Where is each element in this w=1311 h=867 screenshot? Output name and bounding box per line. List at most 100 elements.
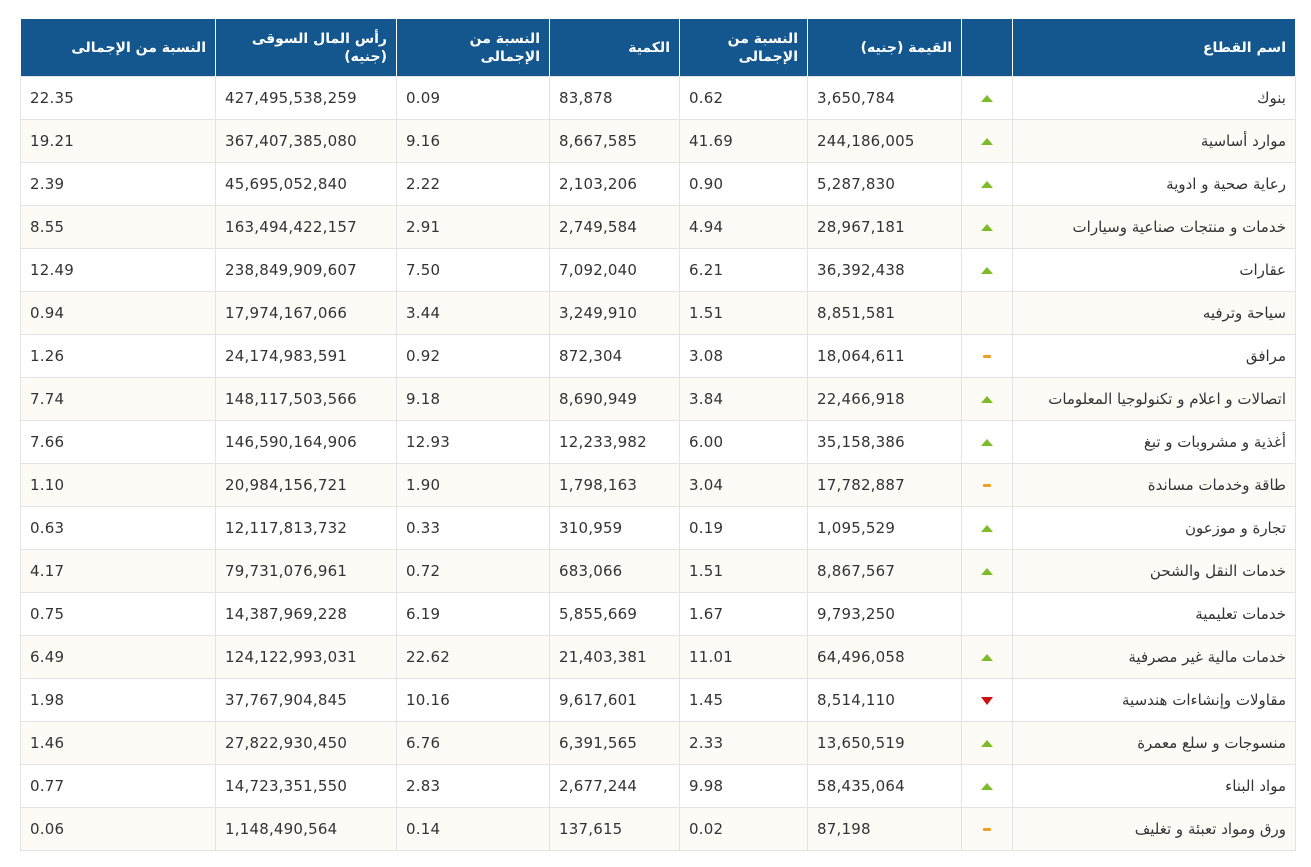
cell-market-cap: 14,387,969,228 bbox=[215, 592, 397, 636]
cell-market-cap-pct: 6.49 bbox=[20, 635, 216, 679]
up-arrow-icon bbox=[981, 740, 993, 747]
cell-quantity-pct: 0.72 bbox=[396, 549, 550, 593]
cell-sector: مواد البناء bbox=[1012, 764, 1296, 808]
cell-market-cap-pct: 12.49 bbox=[20, 248, 216, 292]
cell-value: 8,867,567 bbox=[807, 549, 962, 593]
sector-trading-table: اسم القطاع القيمة (جنيه) النسبة من الإجم… bbox=[20, 19, 1296, 851]
cell-sector: موارد أساسية bbox=[1012, 119, 1296, 163]
cell-sector: منسوجات و سلع معمرة bbox=[1012, 721, 1296, 765]
cell-quantity: 5,855,669 bbox=[549, 592, 680, 636]
cell-trend bbox=[961, 635, 1013, 679]
cell-quantity: 683,066 bbox=[549, 549, 680, 593]
up-arrow-icon bbox=[981, 654, 993, 661]
cell-value-pct: 2.33 bbox=[679, 721, 808, 765]
up-arrow-icon bbox=[981, 95, 993, 102]
cell-quantity: 3,249,910 bbox=[549, 291, 680, 335]
cell-market-cap: 45,695,052,840 bbox=[215, 162, 397, 206]
header-sector: اسم القطاع bbox=[1012, 19, 1296, 77]
cell-quantity-pct: 6.76 bbox=[396, 721, 550, 765]
cell-quantity-pct: 2.22 bbox=[396, 162, 550, 206]
cell-value: 13,650,519 bbox=[807, 721, 962, 765]
table-row: بنوك 3,650,784 0.62 83,878 0.09 427,495,538,2… bbox=[20, 76, 1296, 120]
cell-value: 1,095,529 bbox=[807, 506, 962, 550]
cell-value-pct: 1.51 bbox=[679, 291, 808, 335]
cell-quantity: 137,615 bbox=[549, 807, 680, 851]
cell-market-cap-pct: 8.55 bbox=[20, 205, 216, 249]
cell-quantity-pct: 2.91 bbox=[396, 205, 550, 249]
unchanged-dash-icon bbox=[983, 828, 991, 831]
cell-value-pct: 3.84 bbox=[679, 377, 808, 421]
cell-market-cap-pct: 0.77 bbox=[20, 764, 216, 808]
cell-sector: رعاية صحية و ادوية bbox=[1012, 162, 1296, 206]
table-row: منسوجات و سلع معمرة 13,650,519 2.33 6,391,5… bbox=[20, 721, 1296, 765]
cell-value: 36,392,438 bbox=[807, 248, 962, 292]
table-row: خدمات مالية غير مصرفية 64,496,058 11.01 21,… bbox=[20, 635, 1296, 679]
table-row: مقاولات وإنشاءات هندسية 8,514,110 1.45 9,61… bbox=[20, 678, 1296, 722]
cell-quantity: 2,749,584 bbox=[549, 205, 680, 249]
cell-market-cap: 14,723,351,550 bbox=[215, 764, 397, 808]
cell-quantity: 2,677,244 bbox=[549, 764, 680, 808]
cell-market-cap-pct: 0.75 bbox=[20, 592, 216, 636]
cell-market-cap: 367,407,385,080 bbox=[215, 119, 397, 163]
cell-sector: خدمات و منتجات صناعية وسيارات bbox=[1012, 205, 1296, 249]
cell-trend bbox=[961, 807, 1013, 851]
sector-table-container: اسم القطاع القيمة (جنيه) النسبة من الإجم… bbox=[20, 19, 1296, 851]
cell-value-pct: 4.94 bbox=[679, 205, 808, 249]
table-header: اسم القطاع القيمة (جنيه) النسبة من الإجم… bbox=[20, 19, 1296, 77]
down-arrow-icon bbox=[981, 696, 993, 705]
up-arrow-icon bbox=[981, 439, 993, 446]
cell-quantity: 7,092,040 bbox=[549, 248, 680, 292]
cell-value-pct: 1.67 bbox=[679, 592, 808, 636]
cell-value: 64,496,058 bbox=[807, 635, 962, 679]
cell-sector: مقاولات وإنشاءات هندسية bbox=[1012, 678, 1296, 722]
cell-trend bbox=[961, 678, 1013, 722]
cell-market-cap: 146,590,164,906 bbox=[215, 420, 397, 464]
cell-quantity: 310,959 bbox=[549, 506, 680, 550]
cell-quantity-pct: 9.16 bbox=[396, 119, 550, 163]
cell-value-pct: 0.62 bbox=[679, 76, 808, 120]
cell-quantity: 8,667,585 bbox=[549, 119, 680, 163]
cell-market-cap-pct: 1.26 bbox=[20, 334, 216, 378]
cell-quantity-pct: 0.33 bbox=[396, 506, 550, 550]
cell-market-cap: 238,849,909,607 bbox=[215, 248, 397, 292]
cell-value-pct: 3.04 bbox=[679, 463, 808, 507]
cell-market-cap-pct: 0.06 bbox=[20, 807, 216, 851]
cell-market-cap: 124,122,993,031 bbox=[215, 635, 397, 679]
cell-value-pct: 1.51 bbox=[679, 549, 808, 593]
cell-market-cap: 427,495,538,259 bbox=[215, 76, 397, 120]
cell-quantity: 1,798,163 bbox=[549, 463, 680, 507]
cell-market-cap: 79,731,076,961 bbox=[215, 549, 397, 593]
cell-quantity-pct: 0.09 bbox=[396, 76, 550, 120]
table-row: خدمات تعليمية 9,793,250 1.67 5,855,669 6.19 1… bbox=[20, 592, 1296, 636]
cell-trend bbox=[961, 334, 1013, 378]
cell-value-pct: 41.69 bbox=[679, 119, 808, 163]
cell-value-pct: 6.21 bbox=[679, 248, 808, 292]
cell-sector: خدمات مالية غير مصرفية bbox=[1012, 635, 1296, 679]
cell-trend bbox=[961, 463, 1013, 507]
cell-sector: اتصالات و اعلام و تكنولوجيا المعلومات bbox=[1012, 377, 1296, 421]
up-arrow-icon bbox=[981, 267, 993, 274]
cell-sector: بنوك bbox=[1012, 76, 1296, 120]
cell-value: 22,466,918 bbox=[807, 377, 962, 421]
table-row: موارد أساسية 244,186,005 41.69 8,667,585 9.1… bbox=[20, 119, 1296, 163]
header-market-cap-pct: النسبة من الإجمالى bbox=[20, 19, 216, 77]
table-row: رعاية صحية و ادوية 5,287,830 0.90 2,103,206… bbox=[20, 162, 1296, 206]
cell-sector: طاقة وخدمات مساندة bbox=[1012, 463, 1296, 507]
cell-sector: ورق ومواد تعبئة و تغليف bbox=[1012, 807, 1296, 851]
cell-trend bbox=[961, 549, 1013, 593]
unchanged-dash-icon bbox=[983, 355, 991, 358]
unchanged-dash-icon bbox=[983, 484, 991, 487]
table-row: اتصالات و اعلام و تكنولوجيا المعلومات 22,… bbox=[20, 377, 1296, 421]
cell-quantity: 872,304 bbox=[549, 334, 680, 378]
cell-quantity-pct: 2.83 bbox=[396, 764, 550, 808]
cell-sector: خدمات تعليمية bbox=[1012, 592, 1296, 636]
cell-value: 28,967,181 bbox=[807, 205, 962, 249]
cell-value: 8,514,110 bbox=[807, 678, 962, 722]
cell-trend bbox=[961, 420, 1013, 464]
header-quantity: الكمية bbox=[549, 19, 680, 77]
header-row: اسم القطاع القيمة (جنيه) النسبة من الإجم… bbox=[20, 19, 1296, 77]
cell-trend bbox=[961, 76, 1013, 120]
cell-market-cap-pct: 1.98 bbox=[20, 678, 216, 722]
cell-quantity: 2,103,206 bbox=[549, 162, 680, 206]
header-value-pct: النسبة من الإجمالى bbox=[679, 19, 808, 77]
